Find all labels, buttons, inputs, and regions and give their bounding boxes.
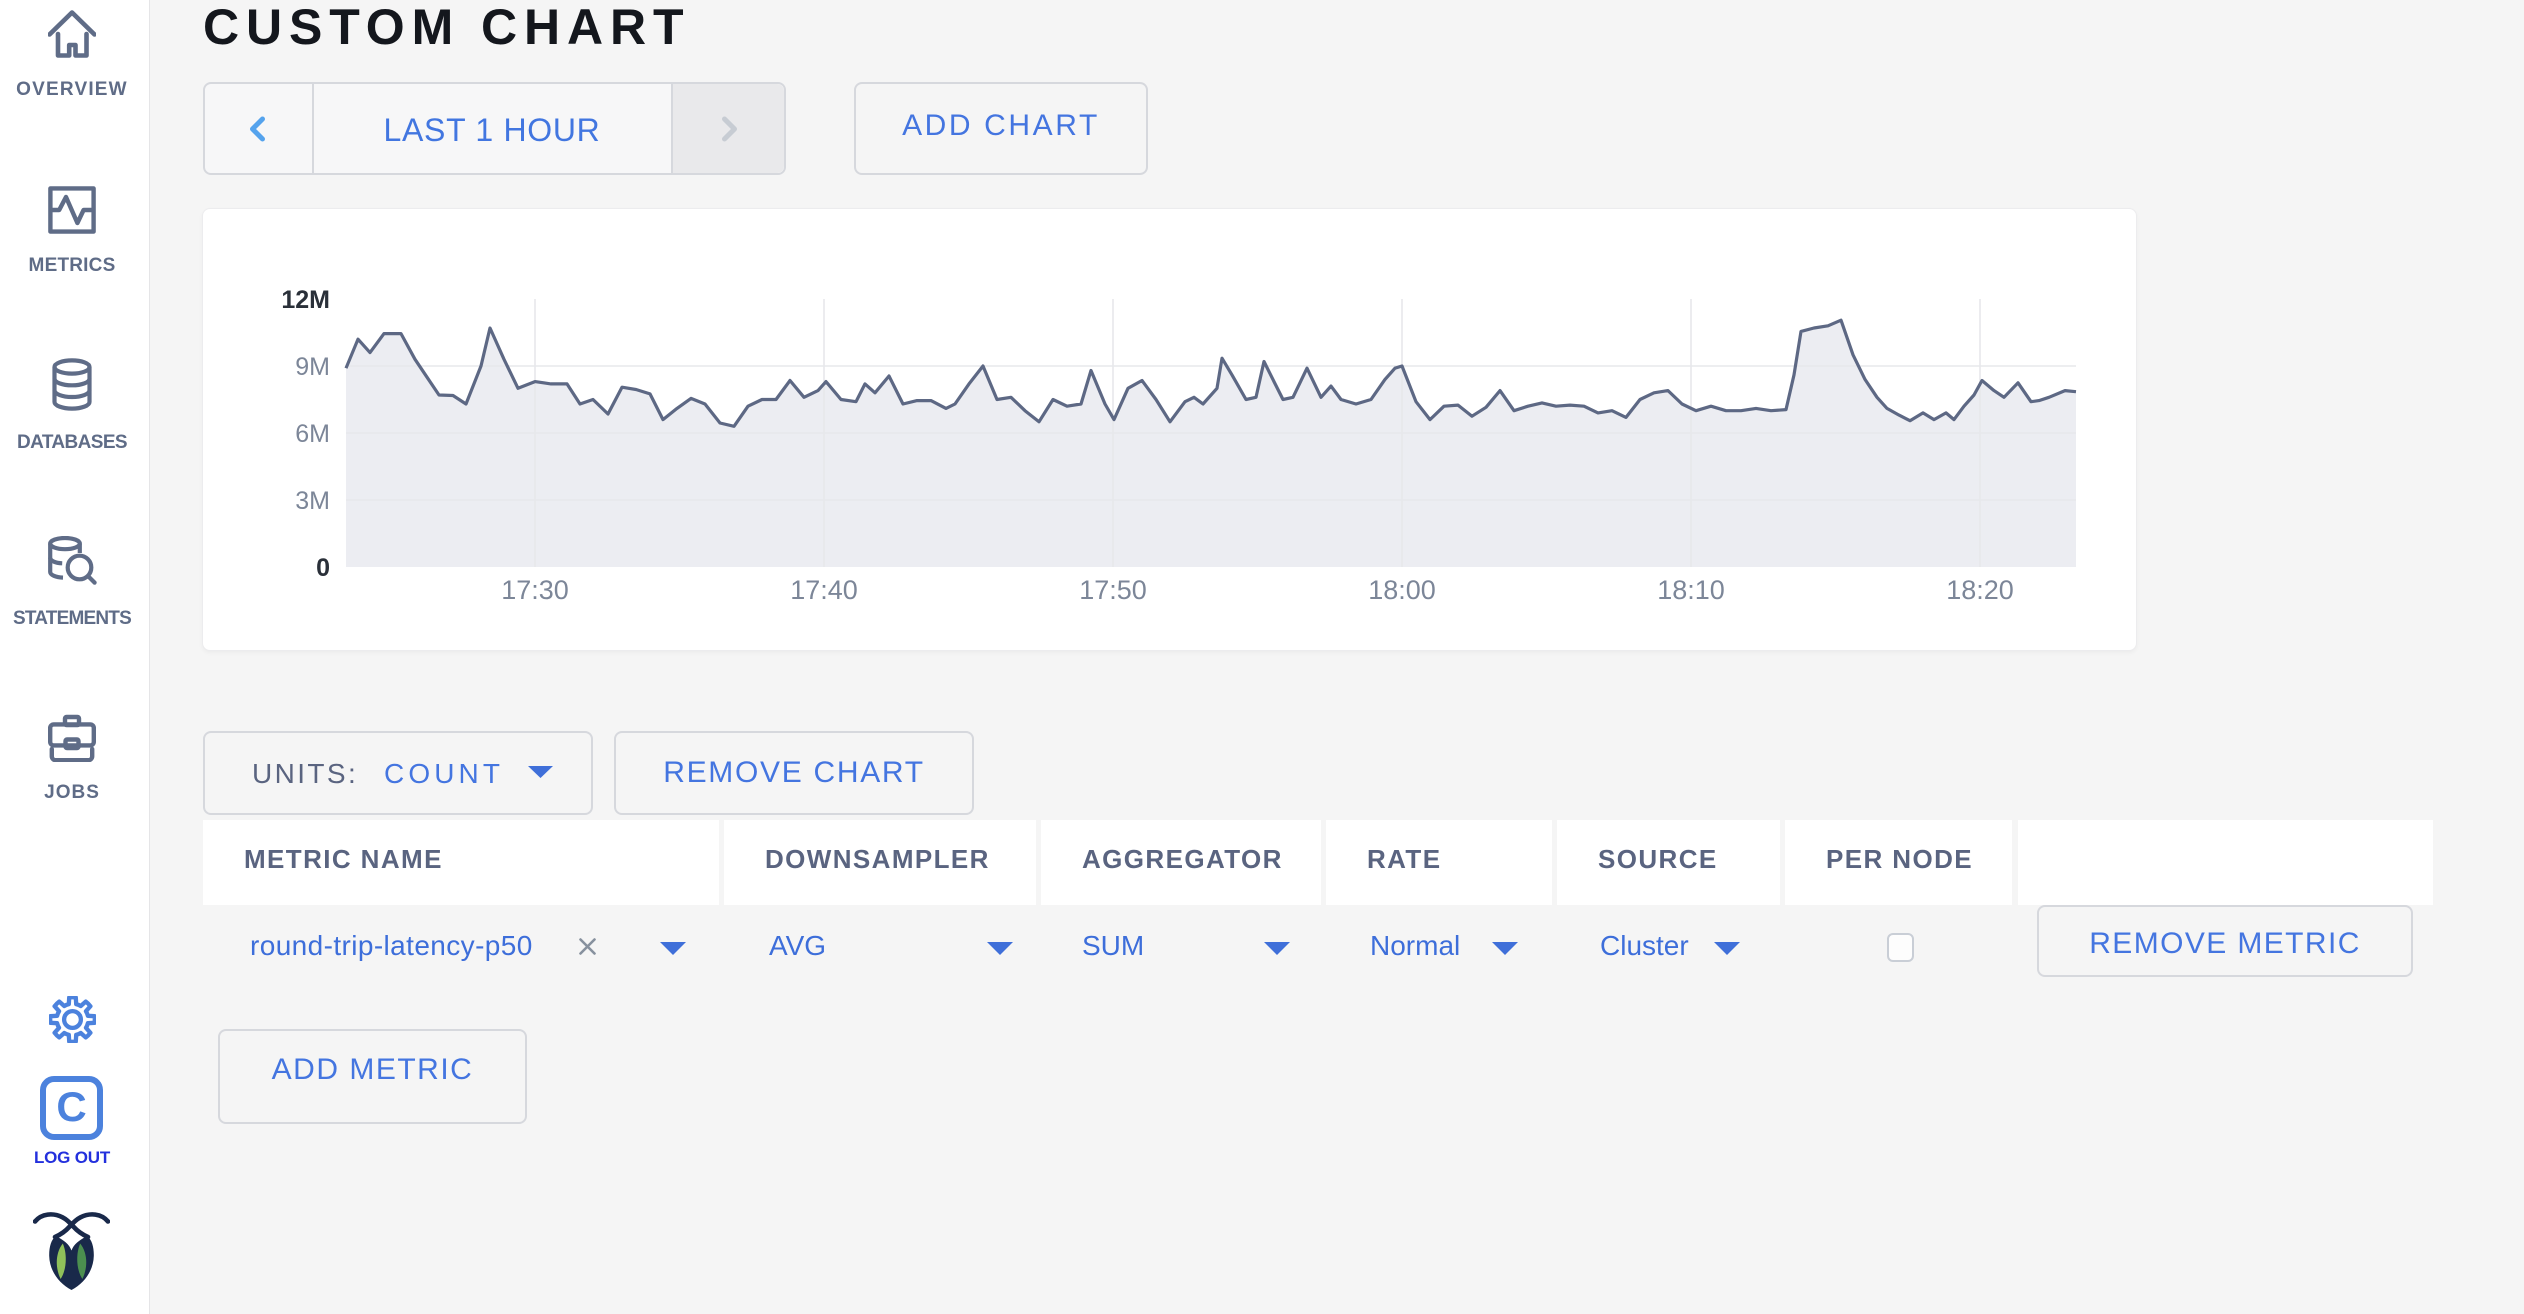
- svg-text:17:50: 17:50: [1079, 575, 1147, 605]
- svg-text:18:20: 18:20: [1946, 575, 2014, 605]
- svg-text:3M: 3M: [295, 487, 330, 515]
- svg-text:12M: 12M: [281, 286, 330, 314]
- svg-text:0: 0: [316, 554, 330, 582]
- svg-text:9M: 9M: [295, 353, 330, 381]
- svg-text:17:30: 17:30: [501, 575, 569, 605]
- svg-text:18:10: 18:10: [1657, 575, 1725, 605]
- svg-text:18:00: 18:00: [1368, 575, 1436, 605]
- svg-text:6M: 6M: [295, 420, 330, 448]
- svg-text:17:40: 17:40: [790, 575, 858, 605]
